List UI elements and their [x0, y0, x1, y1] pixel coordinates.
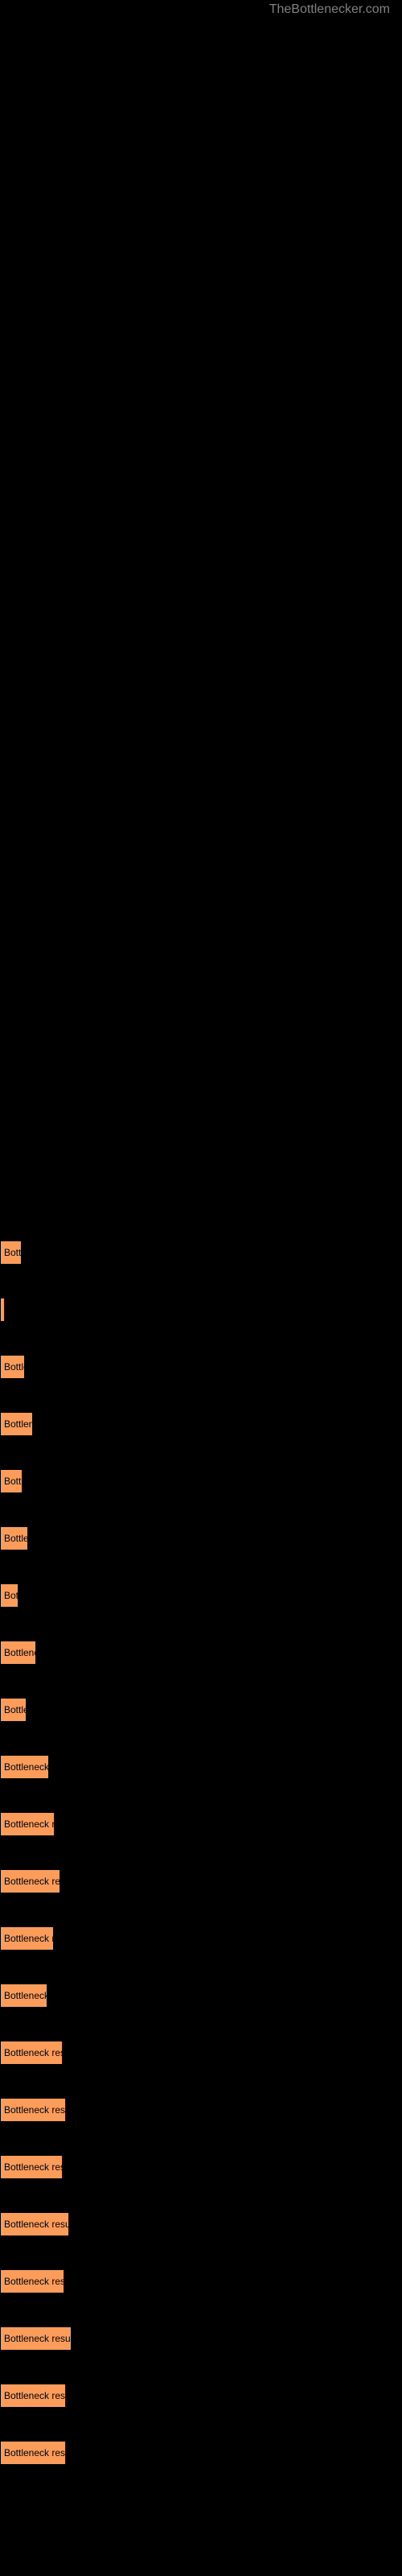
- bar-10: Bottleneck resu: [0, 1812, 55, 1836]
- bar-12: Bottleneck resu: [0, 1926, 54, 1951]
- bar-row: Bottleneck resu: [0, 1909, 72, 1967]
- bar-row: Bottleneck result: [0, 1852, 72, 1909]
- bar-row: Bottleneck res: [0, 1738, 72, 1795]
- bar-6: Bot: [0, 1583, 18, 1608]
- bar-0: Bott: [0, 1241, 22, 1265]
- bar-2: Bottle: [0, 1355, 25, 1379]
- bar-row: Bottleneck result: [0, 2138, 72, 2195]
- bar-row: Bottleneck result: [0, 2252, 72, 2310]
- bar-18: Bottleneck result: [0, 2269, 64, 2293]
- bar-row: Bottleneck result: [0, 2081, 72, 2138]
- bar-row: Bottleneck: [0, 1624, 72, 1681]
- bar-row: Bot: [0, 1567, 72, 1624]
- bar-1: [0, 1298, 5, 1322]
- bar-row: Bottleneck result: [0, 2424, 72, 2481]
- bar-20: Bottleneck result: [0, 2384, 66, 2408]
- bar-row: Bottlenec: [0, 1395, 72, 1452]
- bar-13: Bottleneck re: [0, 1984, 47, 2008]
- bar-8: Bottlen: [0, 1698, 27, 1722]
- bar-16: Bottleneck result: [0, 2155, 63, 2179]
- bar-21: Bottleneck result: [0, 2441, 66, 2465]
- bar-9: Bottleneck res: [0, 1755, 49, 1779]
- bar-4: Bottle: [0, 1469, 23, 1493]
- bar-row: Bottleneck re: [0, 1967, 72, 2024]
- bar-row: Bottleneck result: [0, 2310, 72, 2367]
- bar-5: Bottlen: [0, 1526, 28, 1550]
- bar-row: Bottleneck result: [0, 2195, 72, 2252]
- bar-17: Bottleneck result: [0, 2212, 69, 2236]
- bar-row: Bottlen: [0, 1681, 72, 1738]
- bar-row: Bottleneck result: [0, 2024, 72, 2081]
- bar-row: Bottle: [0, 1338, 72, 1395]
- bar-15: Bottleneck result: [0, 2098, 66, 2122]
- chart-container: Bott Bottle Bottlenec Bottle Bottlen Bot…: [0, 1224, 72, 2481]
- bar-row: Bottleneck result: [0, 2367, 72, 2424]
- watermark-text: TheBottlenecker.com: [269, 2, 390, 17]
- bar-7: Bottleneck: [0, 1641, 36, 1665]
- bar-19: Bottleneck result: [0, 2326, 72, 2351]
- bar-11: Bottleneck result: [0, 1869, 60, 1893]
- bar-row: Bottlen: [0, 1509, 72, 1567]
- bar-row: Bottle: [0, 1452, 72, 1509]
- bar-row: Bott: [0, 1224, 72, 1281]
- bar-3: Bottlenec: [0, 1412, 33, 1436]
- bar-14: Bottleneck result: [0, 2041, 63, 2065]
- bar-row: Bottleneck resu: [0, 1795, 72, 1852]
- bar-row: [0, 1281, 72, 1338]
